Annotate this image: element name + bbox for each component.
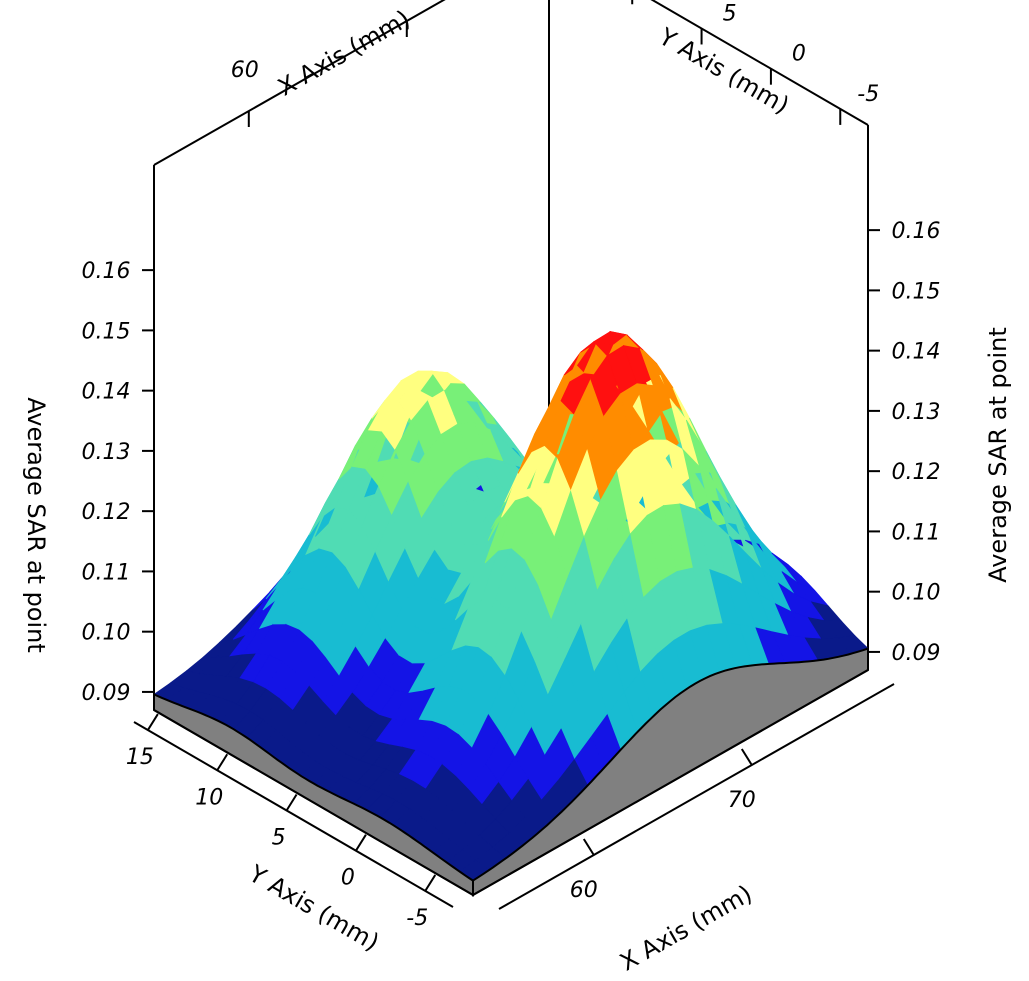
y-tick-label-front: -5 [406,906,428,931]
z-tick-label-right: 0.14 [892,340,941,365]
z-tick-label-right: 0.11 [892,520,941,545]
z-tick-label-left: 0.09 [82,681,131,706]
z-tick-label-left: 0.12 [82,500,131,525]
chart-frame-back [153,0,869,710]
x-axis-title-back: X Axis (mm) [273,5,415,102]
x-tick-label-back: 60 [231,58,259,83]
y-tick-label-front: 15 [126,745,154,770]
z-tick-label-right: 0.10 [892,581,941,606]
front-x-axis-line [133,721,454,908]
y-tick-label-back: 0 [792,42,806,67]
z-tick-label-right: 0.16 [892,219,941,244]
z-tick-label-right: 0.15 [892,279,941,304]
chart-frame-front [153,669,869,897]
y-tick-front [216,753,229,771]
y-tick-label-back: -5 [857,82,879,107]
z-tick-label-left: 0.13 [82,440,131,465]
front-y-axis-line [498,683,895,910]
back-top-edge-right [650,0,869,126]
y-tick-front [355,834,367,852]
y-tick-label-back: 5 [723,1,737,26]
z-tick-label-left: 0.16 [82,259,131,284]
z-axis-title-right: Average SAR at point [984,327,1012,583]
y-tick-label-front: 5 [272,825,286,850]
y-tick-front [147,713,159,731]
x-tick-label-front: 70 [728,788,756,813]
z-tick-label-right: 0.12 [892,460,941,485]
z-tick-label-left: 0.11 [82,560,131,585]
surface-side-right [472,647,869,897]
z-tick-label-left: 0.15 [82,319,131,344]
y-tick-label-front: 10 [195,785,223,810]
z-tick-label-right: 0.13 [892,400,941,425]
y-tick-front [424,874,437,892]
y-tick-front [285,793,298,812]
surface-side-front [153,692,474,897]
z-tick-label-right: 0.09 [892,641,941,666]
z-tick-label-left: 0.14 [82,380,131,405]
x-tick-label-front: 60 [570,878,598,903]
surface-mesh [153,330,869,882]
base-front-edge [153,669,869,897]
x-axis-title-front: X Axis (mm) [615,880,757,976]
front-side-face [153,692,474,897]
z-tick-label-left: 0.10 [82,621,131,646]
z-axis-title-left: Average SAR at point [22,397,50,653]
y-tick-label-front: 0 [341,866,355,891]
right-side-face [472,647,869,897]
y-axis-title-front: Y Axis (mm) [243,859,384,957]
x-tick-front [740,748,753,766]
x-tick-front [582,838,595,856]
back-top-edge-left [153,0,446,166]
